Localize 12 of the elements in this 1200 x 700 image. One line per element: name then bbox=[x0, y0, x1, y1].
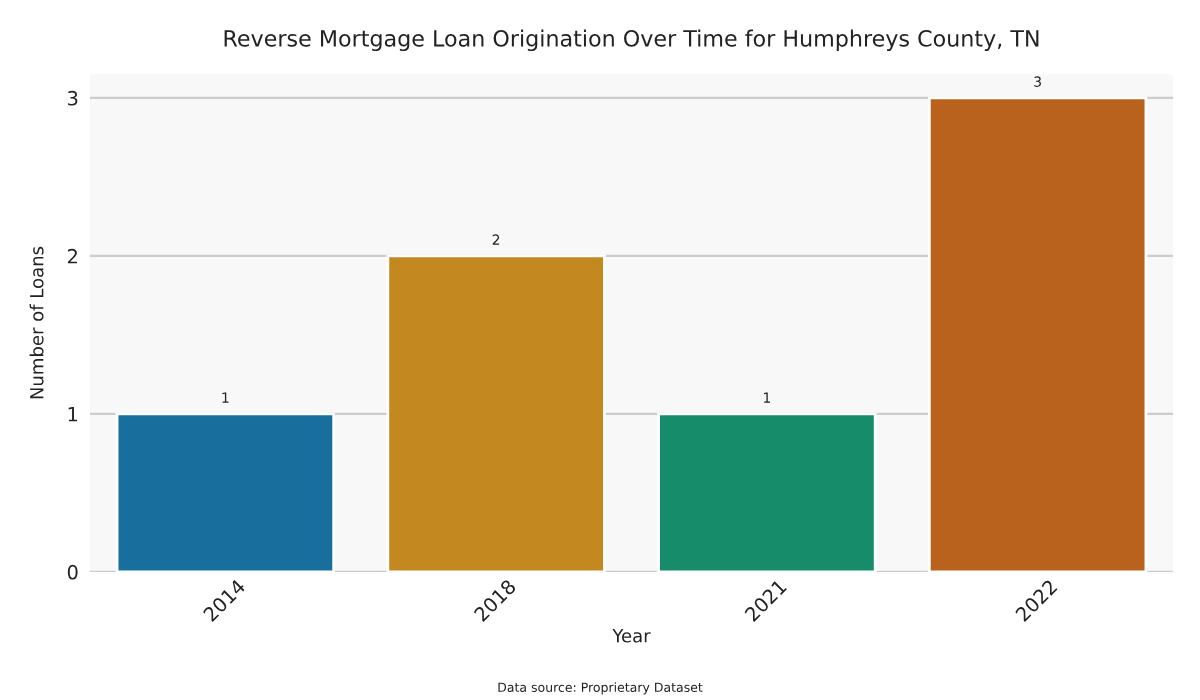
y-tick-label: 0 bbox=[67, 564, 78, 580]
y-tick-label: 1 bbox=[68, 407, 78, 422]
data-label: 2 bbox=[492, 234, 500, 245]
data-label: 3 bbox=[1034, 76, 1041, 87]
source-note: Data source: Proprietary Dataset bbox=[498, 682, 703, 695]
x-axis-title: Year bbox=[612, 629, 651, 643]
y-axis-title: Number of Loans bbox=[29, 246, 44, 399]
y-tick-label: 2 bbox=[67, 248, 77, 264]
y-tick-label: 3 bbox=[68, 90, 78, 106]
data-label: 1 bbox=[222, 392, 229, 403]
data-label: 1 bbox=[763, 392, 771, 403]
chart-title: Reverse Mortgage Loan Origination Over Time for Humphreys County, TN bbox=[224, 29, 1039, 52]
